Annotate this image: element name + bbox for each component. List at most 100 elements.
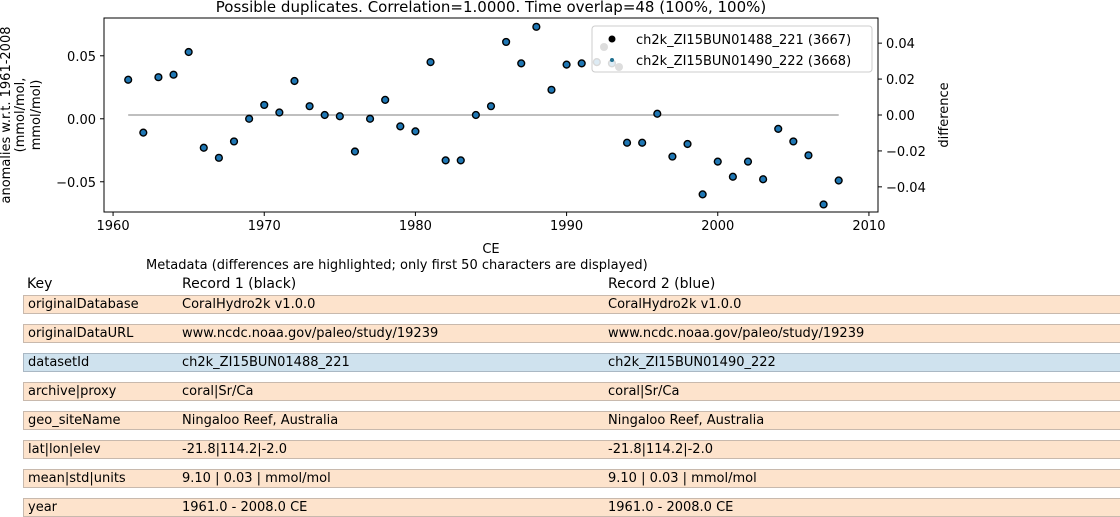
x-tick-label: 2000 [701, 219, 734, 234]
data-point [365, 114, 375, 123]
data-point [124, 75, 133, 84]
legend-marker-series1 [608, 35, 616, 43]
y2-tick-label: −0.02 [886, 145, 926, 160]
data-point [668, 152, 677, 161]
data-point [471, 110, 480, 120]
data-point [456, 156, 465, 165]
cell-r2: www.ncdc.noaa.gov/paleo/study/19239 [608, 326, 865, 341]
data-point [502, 37, 511, 47]
data-point [381, 95, 390, 104]
data-point [562, 60, 571, 69]
y-tick-label: 0.05 [67, 50, 96, 65]
cell-key: geo_siteName [28, 413, 121, 428]
y-tick-label: −0.05 [56, 176, 96, 191]
data-point [774, 124, 783, 133]
metadata-row-datasetid: datasetId ch2k_ZI15BUN01488_221 ch2k_ZI15B… [23, 353, 1120, 372]
cell-r1: CoralHydro2k v1.0.0 [182, 297, 316, 312]
x-tick-label: 1960 [97, 219, 130, 234]
data-point [350, 147, 360, 156]
cell-key: originalDataURL [28, 326, 134, 341]
y-axis-label-line: mmol/mol) [29, 80, 44, 151]
cell-key: originalDatabase [28, 297, 139, 312]
y2-tick-label: 0.00 [886, 109, 915, 124]
data-point [396, 122, 405, 131]
legend-label-series2: ch2k_ZI15BUN01490_222 (3668) [636, 54, 851, 69]
cell-key: datasetId [28, 355, 90, 370]
cell-r2: coral|Sr/Ca [608, 384, 680, 399]
data-point [139, 128, 148, 137]
legend-ghost-marker [600, 43, 608, 51]
header-record1: Record 1 (black) [182, 276, 297, 292]
cell-r1: Ningaloo Reef, Australia [182, 413, 339, 428]
legend-marker-series2 [610, 58, 614, 62]
metadata-row-lat-lon-elev: lat|lon|elev -21.8|114.2|-2.0 -21.8|114.2|… [23, 440, 1120, 459]
metadata-row-originaldatabase: originalDatabase CoralHydro2k v1.0.0 Coral… [23, 295, 1120, 314]
data-point [653, 109, 662, 118]
data-point [426, 57, 435, 67]
data-point [638, 138, 647, 147]
data-point [804, 151, 813, 160]
data-point [260, 100, 269, 110]
data-point [577, 59, 586, 68]
cell-r2: ch2k_ZI15BUN01490_222 [608, 355, 776, 370]
cell-r1: www.ncdc.noaa.gov/paleo/study/19239 [182, 326, 439, 341]
x-tick-label: 1970 [248, 219, 281, 234]
data-point [275, 108, 284, 117]
data-point [245, 114, 254, 123]
data-point [169, 70, 178, 79]
y-axis-label-line: (mmol/mol, [13, 78, 28, 153]
data-point [713, 157, 722, 166]
y2-tick-label: 0.02 [886, 73, 915, 88]
data-point [759, 175, 768, 184]
x-tick-label: 1980 [399, 219, 432, 234]
metadata-row-year: year 1961.0 - 2008.0 CE 1961.0 - 2008.0 CE [23, 498, 1120, 517]
y-axis-label-line: anomalies w.r.t. 1961-2008 [0, 27, 14, 204]
data-point [214, 153, 223, 162]
data-point [335, 112, 344, 121]
y-tick-label: 0.00 [67, 113, 96, 128]
metadata-title: Metadata (differences are highlighted; o… [146, 258, 648, 273]
legend-label-series1: ch2k_ZI15BUN01488_221 (3667) [636, 33, 851, 48]
x-axis-label: CE [482, 242, 499, 257]
data-point [486, 102, 496, 111]
data-point [789, 137, 798, 146]
y2-tick-label: 0.04 [886, 37, 915, 52]
cell-r1: 1961.0 - 2008.0 CE [182, 500, 308, 515]
legend-ghost-marker [615, 63, 623, 71]
data-point [743, 157, 753, 166]
data-point [834, 176, 843, 185]
data-point [320, 110, 329, 120]
y2-axis-label: difference [937, 82, 952, 147]
data-point [305, 102, 314, 111]
data-point [517, 59, 526, 68]
cell-r2: 1961.0 - 2008.0 CE [608, 500, 734, 515]
cell-r2: -21.8|114.2|-2.0 [608, 442, 713, 457]
data-point [698, 190, 707, 199]
cell-r1: -21.8|114.2|-2.0 [182, 442, 287, 457]
data-point [229, 137, 239, 146]
header-key: Key [27, 276, 53, 292]
metadata-row-geo-sitename: geo_siteName Ningaloo Reef, Australia Ning… [23, 411, 1120, 430]
metadata-row-archive-proxy: archive|proxy coral|Sr/Ca coral|Sr/Ca [23, 382, 1120, 401]
data-point [441, 156, 450, 165]
x-tick-label: 2010 [852, 219, 885, 234]
chart: Possible duplicates. Correlation=1.0000.… [0, 0, 952, 257]
chart-title: Possible duplicates. Correlation=1.0000.… [216, 0, 767, 16]
y2-tick-label: −0.04 [886, 181, 926, 196]
cell-r1: coral|Sr/Ca [182, 384, 254, 399]
data-point [819, 200, 828, 209]
legend-box [591, 25, 873, 73]
cell-key: year [28, 500, 58, 515]
data-point [547, 85, 556, 94]
cell-r1: 9.10 | 0.03 | mmol/mol [182, 471, 331, 486]
metadata-row-originaldataurl: originalDataURL www.ncdc.noaa.gov/paleo/s… [23, 324, 1120, 343]
data-point [622, 138, 632, 147]
data-point [199, 143, 208, 152]
data-point [411, 127, 420, 136]
cell-r2: CoralHydro2k v1.0.0 [608, 297, 742, 312]
cell-key: archive|proxy [28, 384, 117, 399]
data-point [290, 76, 299, 86]
cell-key: mean|std|units [28, 471, 126, 486]
cell-r2: Ningaloo Reef, Australia [608, 413, 765, 428]
data-point [154, 73, 163, 82]
